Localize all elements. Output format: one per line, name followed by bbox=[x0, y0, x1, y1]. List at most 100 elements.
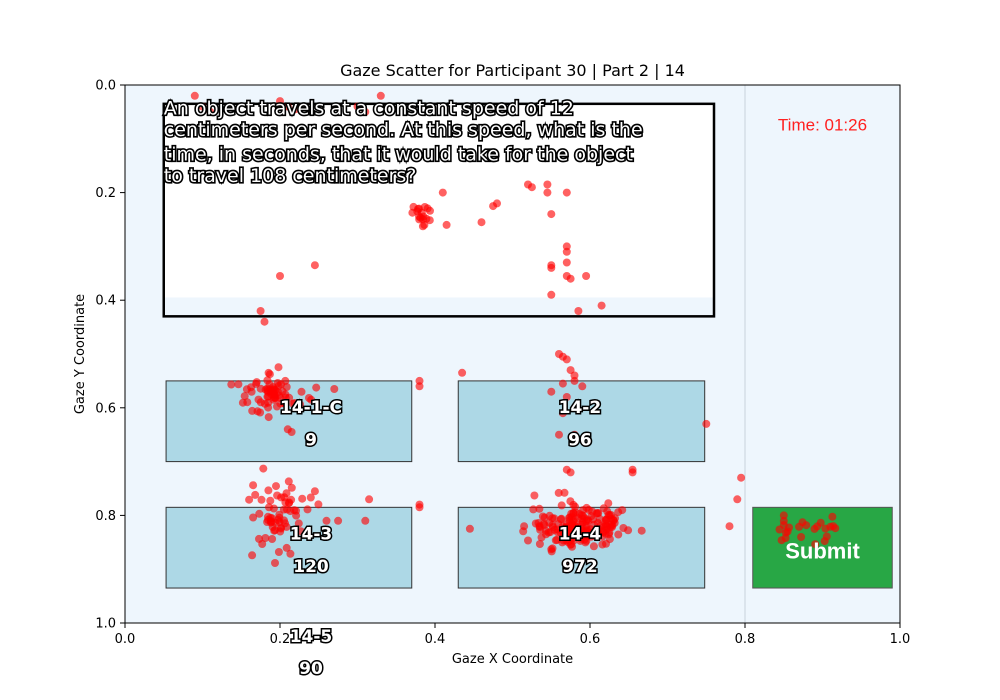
gaze-point bbox=[795, 522, 804, 531]
question-text-line: centimeters per second. At this speed, w… bbox=[164, 119, 643, 141]
gaze-point bbox=[702, 419, 711, 428]
gaze-point bbox=[296, 527, 305, 536]
gaze-point bbox=[465, 524, 474, 533]
gaze-point bbox=[312, 383, 321, 392]
gaze-point bbox=[243, 398, 252, 407]
gaze-point bbox=[527, 183, 536, 192]
question-text-line: to travel 108 centimeters? bbox=[164, 165, 417, 187]
gaze-point bbox=[353, 102, 362, 111]
gaze-point bbox=[566, 497, 575, 506]
option-id-label: 14-5 bbox=[290, 627, 333, 647]
gaze-point bbox=[568, 533, 577, 542]
gaze-point bbox=[531, 519, 540, 528]
gaze-point bbox=[725, 522, 734, 531]
gaze-point bbox=[530, 491, 539, 500]
gaze-point bbox=[590, 526, 599, 535]
gaze-point bbox=[276, 97, 284, 106]
gaze-point bbox=[420, 220, 429, 229]
gaze-point bbox=[255, 509, 264, 518]
gaze-point bbox=[270, 390, 279, 399]
stimulus-labels: An object travels at a constant speed of… bbox=[162, 96, 867, 681]
gaze-point bbox=[259, 464, 268, 473]
gaze-point bbox=[303, 505, 312, 514]
gaze-point bbox=[608, 521, 617, 530]
gaze-point bbox=[227, 380, 236, 389]
gaze-point bbox=[261, 534, 270, 542]
gaze-point bbox=[821, 524, 830, 533]
gaze-point bbox=[297, 387, 306, 396]
gaze-point bbox=[777, 536, 786, 545]
gaze-point bbox=[265, 503, 273, 512]
gaze-point bbox=[254, 395, 263, 404]
gaze-point bbox=[256, 408, 265, 417]
gaze-point bbox=[284, 477, 293, 486]
gaze-point bbox=[248, 551, 257, 560]
gaze-point bbox=[268, 535, 277, 543]
gaze-point bbox=[637, 526, 646, 535]
y-tick-label: 0.6 bbox=[95, 401, 116, 416]
gaze-point bbox=[270, 526, 279, 535]
x-tick-label: 0.8 bbox=[735, 632, 756, 647]
question-box-fill bbox=[163, 103, 714, 298]
gaze-point bbox=[419, 212, 428, 221]
x-tick-label: 0.6 bbox=[580, 632, 601, 647]
gaze-point bbox=[284, 499, 293, 508]
gaze-point bbox=[562, 188, 571, 197]
gaze-point bbox=[263, 376, 272, 385]
stimulus-layer bbox=[162, 85, 893, 623]
gaze-point bbox=[266, 496, 275, 505]
gaze-point bbox=[361, 516, 370, 525]
gaze-point bbox=[334, 516, 343, 525]
gaze-point bbox=[287, 483, 296, 492]
gaze-point bbox=[438, 188, 447, 197]
question-text-line: An object travels at a constant speed of… bbox=[164, 98, 574, 120]
gaze-point bbox=[802, 521, 811, 530]
gaze-point bbox=[264, 486, 273, 495]
gaze-point bbox=[599, 504, 608, 513]
gaze-point bbox=[605, 528, 614, 537]
x-tick-label: 0.2 bbox=[270, 632, 291, 647]
gaze-point bbox=[275, 510, 284, 519]
gaze-point bbox=[283, 102, 292, 111]
axes: 0.0 0.2 0.4 0.6 0.8 1.00.00.20.40.60.81.0 bbox=[95, 79, 910, 648]
gaze-point bbox=[489, 202, 498, 211]
gaze-point bbox=[265, 370, 274, 379]
gaze-point bbox=[571, 502, 580, 511]
gaze-point bbox=[822, 532, 831, 541]
gaze-point bbox=[256, 307, 265, 315]
gaze-point bbox=[274, 381, 283, 390]
question-text-line: time, in seconds, that it would take for… bbox=[164, 143, 633, 165]
gaze-point bbox=[310, 487, 319, 496]
gaze-point bbox=[266, 513, 275, 522]
gaze-point bbox=[569, 517, 578, 526]
gaze-point bbox=[251, 490, 260, 499]
gaze-point bbox=[294, 519, 303, 528]
option-value-label: 9 bbox=[305, 430, 317, 450]
option-id-label: 14-2 bbox=[559, 398, 602, 418]
gaze-point bbox=[272, 482, 280, 491]
gaze-point bbox=[583, 532, 592, 541]
gaze-point bbox=[298, 494, 307, 503]
gaze-point bbox=[306, 493, 315, 502]
gaze-point bbox=[263, 386, 272, 395]
gaze-point bbox=[287, 428, 296, 436]
gaze-point bbox=[281, 376, 290, 385]
gaze-point bbox=[277, 524, 285, 533]
gaze-point bbox=[278, 387, 287, 396]
x-tick-label: 0.0 bbox=[115, 632, 136, 647]
gaze-point bbox=[562, 565, 571, 574]
gaze-point bbox=[234, 380, 243, 389]
gaze-point bbox=[283, 505, 291, 514]
gaze-point bbox=[365, 495, 374, 504]
gaze-point bbox=[520, 522, 529, 531]
gaze-point bbox=[277, 493, 286, 502]
gaze-point bbox=[562, 393, 571, 401]
y-tick-label: 1.0 bbox=[95, 617, 116, 632]
submit-label: Submit bbox=[785, 538, 860, 563]
gaze-point bbox=[570, 403, 579, 412]
gaze-point bbox=[314, 500, 323, 509]
gaze-point bbox=[607, 514, 616, 523]
gaze-point bbox=[783, 527, 792, 536]
gaze-point bbox=[249, 481, 258, 490]
